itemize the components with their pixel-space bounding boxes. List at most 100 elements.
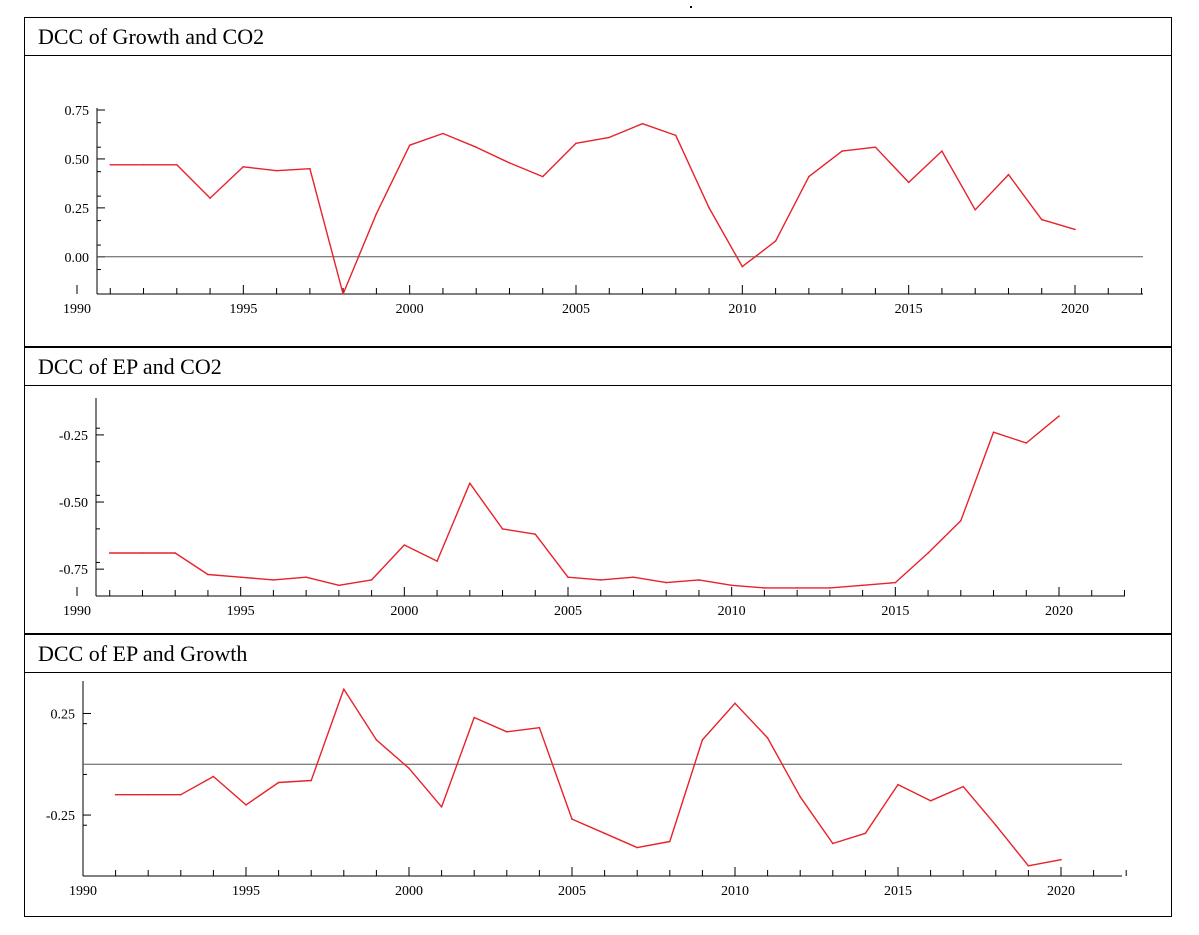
data-point <box>147 793 149 796</box>
data-point <box>442 132 444 135</box>
data-point <box>245 804 247 806</box>
data-point <box>929 800 932 802</box>
x-tick-label: 1990 <box>63 302 91 317</box>
data-point <box>338 584 340 587</box>
data-point <box>799 796 801 798</box>
data-point <box>309 167 311 170</box>
line-chart-growth-co2: 1990 1995 2000 2005 2010 2015 2020 0.75 0.50 0.25… <box>63 104 1143 317</box>
y-tick-label: -0.25 <box>59 429 88 444</box>
data-point <box>506 731 508 733</box>
data-point <box>403 544 406 546</box>
x-tick-label: 1995 <box>229 302 257 317</box>
data-point <box>992 431 995 433</box>
data-point <box>832 842 834 845</box>
data-point <box>408 144 411 146</box>
y-tick-label: -0.25 <box>46 809 75 824</box>
y-tick-label: 0.50 <box>65 153 90 168</box>
x-tick-label: 2010 <box>728 302 756 317</box>
data-point <box>796 587 798 589</box>
x-tick-label: 2010 <box>721 884 749 899</box>
x-tick-label: 2005 <box>558 884 586 899</box>
x-tick-label: 2020 <box>1061 302 1089 317</box>
x-tick-label: 2015 <box>895 302 923 317</box>
y-tick-label: 0.25 <box>65 202 90 217</box>
y-tick-label: -0.50 <box>59 496 88 511</box>
data-point <box>275 169 278 172</box>
data-point <box>1074 228 1076 231</box>
y-tick-label: 0.25 <box>51 707 76 722</box>
data-point <box>665 581 667 584</box>
data-point <box>538 726 541 729</box>
chart-title-bar: DCC of EP and Growth <box>25 635 1171 673</box>
data-point <box>698 579 700 581</box>
x-tick-label: 2010 <box>718 604 746 619</box>
data-point <box>734 702 736 705</box>
data-point <box>741 265 744 268</box>
data-point <box>207 573 209 576</box>
x-tick-label: 2000 <box>390 604 418 619</box>
data-point <box>239 576 242 578</box>
x-tick-label: 2005 <box>554 604 582 619</box>
data-point <box>501 528 504 530</box>
data-point <box>212 775 215 778</box>
data-point <box>310 779 313 782</box>
data-point <box>599 579 602 581</box>
x-tick-label: 2005 <box>562 302 590 317</box>
data-point <box>941 150 943 152</box>
data-point <box>874 146 877 148</box>
data-point <box>534 533 537 535</box>
data-point <box>763 587 766 589</box>
data-point <box>701 739 704 741</box>
x-tick-label: 1990 <box>63 604 91 619</box>
data-point <box>897 783 899 786</box>
line-chart-ep-co2: 1990 1995 2000 2005 2010 2015 2020 -0.25 -0.50 -0… <box>59 398 1125 619</box>
data-point <box>766 737 769 739</box>
x-tick-label: 2000 <box>396 302 424 317</box>
chart-title: DCC of Growth and CO2 <box>38 24 265 49</box>
data-point <box>142 164 145 166</box>
data-point <box>272 579 275 581</box>
data-point <box>375 212 378 215</box>
x-tick-label: 1995 <box>232 884 260 899</box>
data-point <box>669 840 671 843</box>
data-point <box>708 207 710 209</box>
data-point <box>1060 858 1062 861</box>
data-point <box>408 767 410 770</box>
data-point <box>567 576 569 578</box>
data-point <box>436 560 438 562</box>
chart-title: DCC of EP and CO2 <box>38 354 222 379</box>
data-point <box>927 552 929 554</box>
data-point <box>575 142 577 145</box>
line-chart-ep-growth: 1990 1995 2000 2005 2010 2015 2020 0.25 -0.25 <box>46 681 1127 899</box>
x-tick-label: 2020 <box>1047 884 1075 899</box>
data-point <box>209 197 211 199</box>
data-point <box>508 162 511 164</box>
data-point <box>829 587 831 589</box>
data-point <box>675 134 677 137</box>
data-point <box>641 122 644 125</box>
data-point <box>808 175 810 178</box>
data-point <box>440 806 443 808</box>
data-point <box>1025 442 1028 444</box>
data-point <box>277 781 280 784</box>
data-point <box>907 181 910 184</box>
data-point <box>608 136 611 139</box>
x-tick-label: 2015 <box>881 604 909 619</box>
stray-dot <box>690 6 692 8</box>
data-point <box>375 739 378 741</box>
y-tick-label: 0.00 <box>65 251 90 266</box>
data-point <box>1007 173 1010 176</box>
data-point <box>475 146 478 148</box>
data-point <box>632 576 635 578</box>
data-point <box>342 293 344 295</box>
data-point <box>571 818 573 820</box>
data-point <box>242 166 245 168</box>
data-point <box>1040 218 1043 221</box>
data-point <box>180 793 182 796</box>
x-tick-label: 1990 <box>69 884 97 899</box>
data-point <box>841 150 843 152</box>
chart-panel-ep-growth: DCC of EP and Growth 1990 1995 2000 2005 201… <box>24 634 1172 917</box>
x-tick-label: 2015 <box>884 884 912 899</box>
data-point <box>603 832 606 835</box>
data-point <box>636 846 638 849</box>
